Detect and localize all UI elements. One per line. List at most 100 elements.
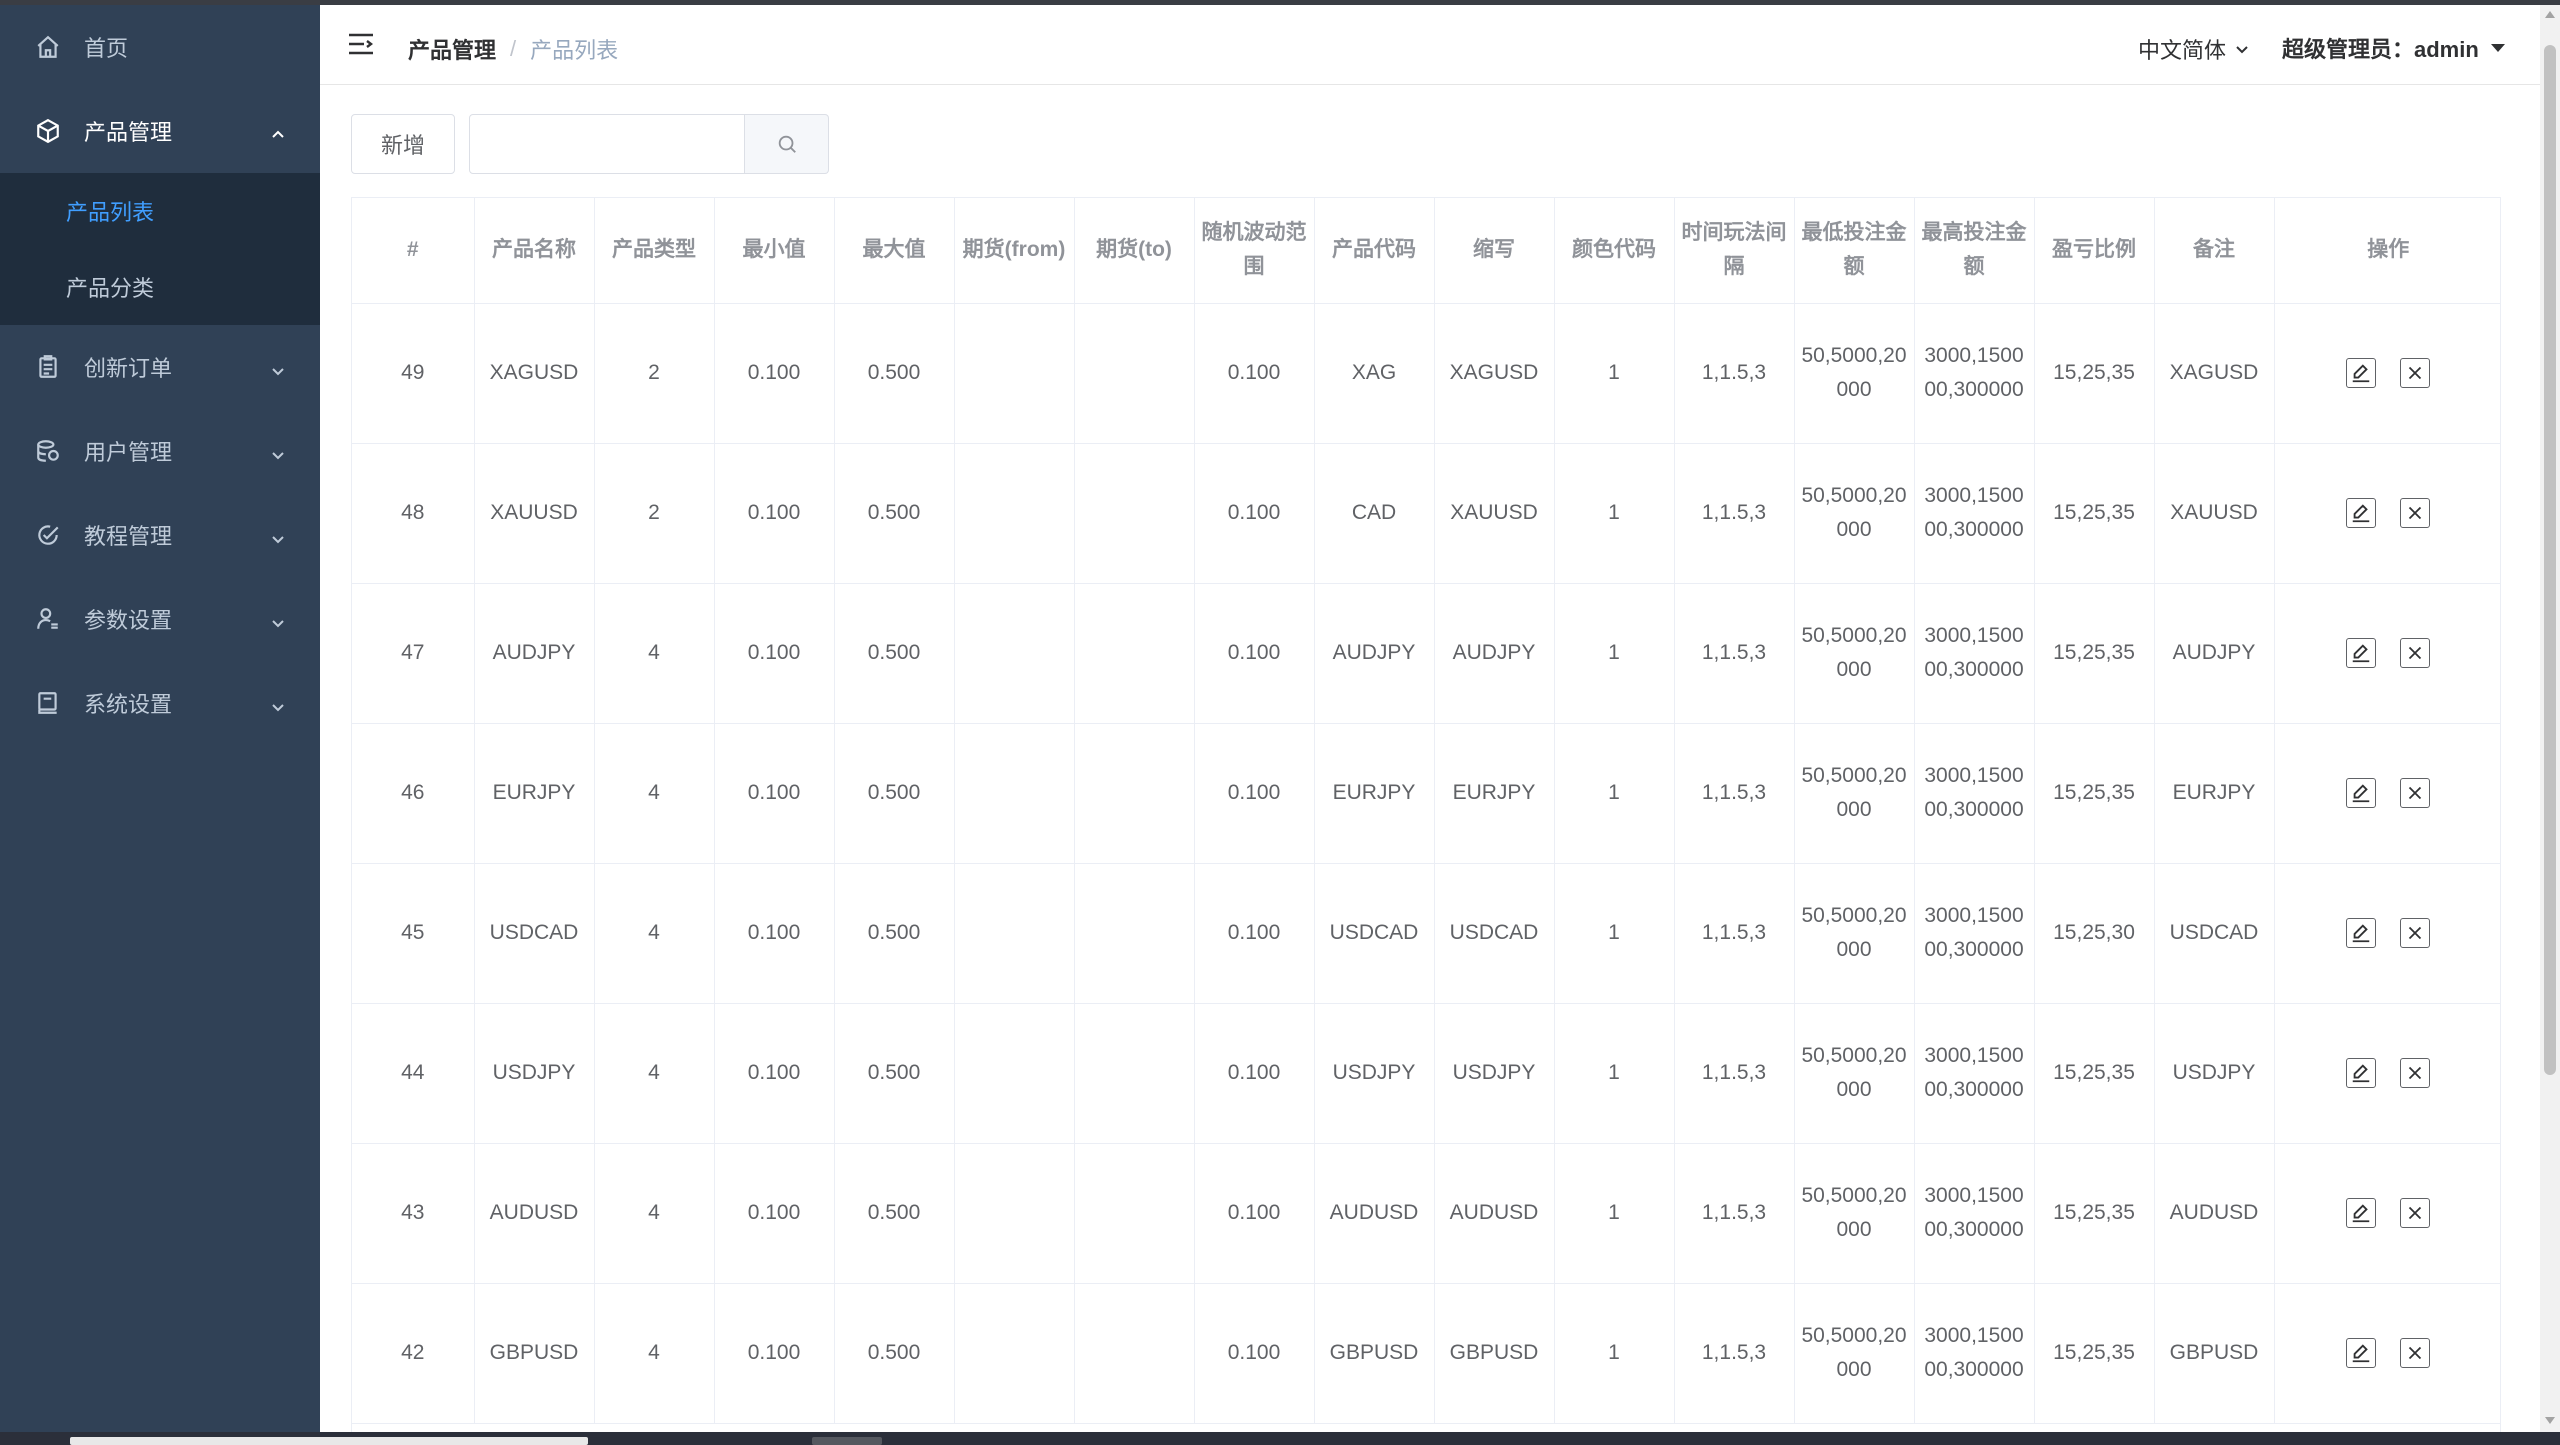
menu-toggle-icon[interactable] [348,33,374,55]
sidebar-item-home[interactable]: 首页 [0,5,320,89]
table-cell: AUDUSD [2154,1143,2275,1284]
delete-button[interactable] [2400,1198,2431,1228]
delete-button[interactable] [2400,918,2431,948]
table-cell: 46 [352,723,475,864]
table-cell: USDCAD [2154,863,2275,1004]
breadcrumb-parent[interactable]: 产品管理 [408,38,497,63]
delete-button[interactable] [2400,498,2431,528]
table-cell: 43 [352,1143,475,1284]
edit-button[interactable] [2346,1198,2377,1228]
user-menu[interactable]: 超级管理员：admin [2282,32,2505,64]
actions-cell [2274,863,2500,1004]
column-header: 盈亏比例 [2034,198,2155,304]
table-cell: 0.100 [714,303,835,444]
table-cell: AUDJPY [1434,583,1555,724]
sidebar-item-label: 首页 [84,36,129,61]
table-cell: 3000,150000,300000 [1914,1143,2035,1284]
table-cell: EURJPY [1434,723,1555,864]
table-cell [1074,1283,1195,1424]
delete-button[interactable] [2400,1058,2431,1088]
row-actions [2281,918,2497,948]
vertical-scrollbar[interactable] [2540,5,2560,1432]
sidebar-item-orders[interactable]: 创新订单 [0,325,320,409]
table-cell [954,443,1075,584]
close-icon [2409,506,2422,520]
edit-icon [2353,504,2370,523]
table-cell: GBPUSD [1314,1283,1435,1424]
table-cell [1074,583,1195,724]
edit-button[interactable] [2346,778,2377,808]
chevron-down-icon [270,359,286,376]
edit-button[interactable] [2346,1058,2377,1088]
row-actions [2281,358,2497,388]
delete-button[interactable] [2400,638,2431,668]
add-button[interactable]: 新增 [351,114,455,174]
column-header: 期货(to) [1074,198,1195,304]
table-cell: 50,5000,20000 [1794,303,1915,444]
sidebar-item-label: 系统设置 [84,692,173,717]
sidebar-item-users[interactable]: 用户管理 [0,409,320,493]
column-header: 随机波动范围 [1194,198,1315,304]
actions-cell [2274,1283,2500,1424]
table-cell: 0.500 [834,723,955,864]
table-row: 46 EURJPY 4 0.100 0.500 0.100 EURJPY EURJPY 1 1,1… [352,723,2500,864]
table-cell: 0.100 [1194,583,1315,724]
edit-button[interactable] [2346,1338,2377,1368]
table-cell: USDCAD [1434,863,1555,1004]
table-cell: 50,5000,20000 [1794,1143,1915,1284]
edit-button[interactable] [2346,918,2377,948]
table-cell: 15,25,35 [2034,1003,2155,1144]
sidebar-item-system[interactable]: 系统设置 [0,661,320,745]
row-actions [2281,778,2497,808]
column-header: 颜色代码 [1554,198,1675,304]
sidebar-item-product-management[interactable]: 产品管理 [0,89,320,173]
scroll-up-icon[interactable] [2545,11,2555,18]
edit-button[interactable] [2346,358,2377,388]
sidebar-item-product-list[interactable]: 产品列表 [66,200,155,225]
home-icon [34,33,62,61]
table-cell: 15,25,30 [2034,863,2155,1004]
edit-button[interactable] [2346,498,2377,528]
table-cell: AUDUSD [1434,1143,1555,1284]
table-cell: 0.500 [834,1283,955,1424]
search-input[interactable] [469,114,745,174]
table-cell [954,863,1075,1004]
delete-button[interactable] [2400,778,2431,808]
sidebar-item-product-category[interactable]: 产品分类 [66,276,155,301]
table-cell: GBPUSD [1434,1283,1555,1424]
table-cell: AUDJPY [1314,583,1435,724]
sidebar-item-tutorials[interactable]: 教程管理 [0,493,320,577]
delete-button[interactable] [2400,1338,2431,1368]
table-cell: 1,1.5,3 [1674,303,1795,444]
edit-button[interactable] [2346,638,2377,668]
delete-button[interactable] [2400,358,2431,388]
sidebar-item-label: 教程管理 [84,524,173,549]
column-header: 备注 [2154,198,2275,304]
user-settings-icon [34,605,62,633]
table-row: 47 AUDJPY 4 0.100 0.500 0.100 AUDJPY AUDJPY 1 1,1… [352,583,2500,724]
breadcrumb: 产品管理 / 产品列表 [408,33,618,65]
sidebar: 首页 产品管理 产品列表 产品分类 创新订单 用户管理 [0,5,320,1432]
table-cell [1074,303,1195,444]
column-header: # [352,198,475,304]
table-cell: 50,5000,20000 [1794,1003,1915,1144]
column-header: 最大值 [834,198,955,304]
table-cell: 3000,150000,300000 [1914,863,2035,1004]
scroll-down-icon[interactable] [2545,1417,2555,1424]
table-cell: 1,1.5,3 [1674,1003,1795,1144]
taskbar-item [70,1437,588,1445]
sidebar-item-parameters[interactable]: 参数设置 [0,577,320,661]
chevron-down-icon [2236,46,2248,54]
search-button[interactable] [745,114,829,174]
tutorial-icon [34,521,62,549]
table-cell: 4 [594,863,715,1004]
toolbar: 新增 [351,114,829,174]
scrollbar-thumb[interactable] [2544,45,2556,1075]
table-cell: 0.100 [1194,863,1315,1004]
language-selector[interactable]: 中文简体 [2138,33,2250,65]
column-header: 最高投注金额 [1914,198,2035,304]
table-cell: 1 [1554,723,1675,864]
search-box [469,114,829,174]
column-header: 操作 [2274,198,2500,304]
table-cell: 4 [594,723,715,864]
